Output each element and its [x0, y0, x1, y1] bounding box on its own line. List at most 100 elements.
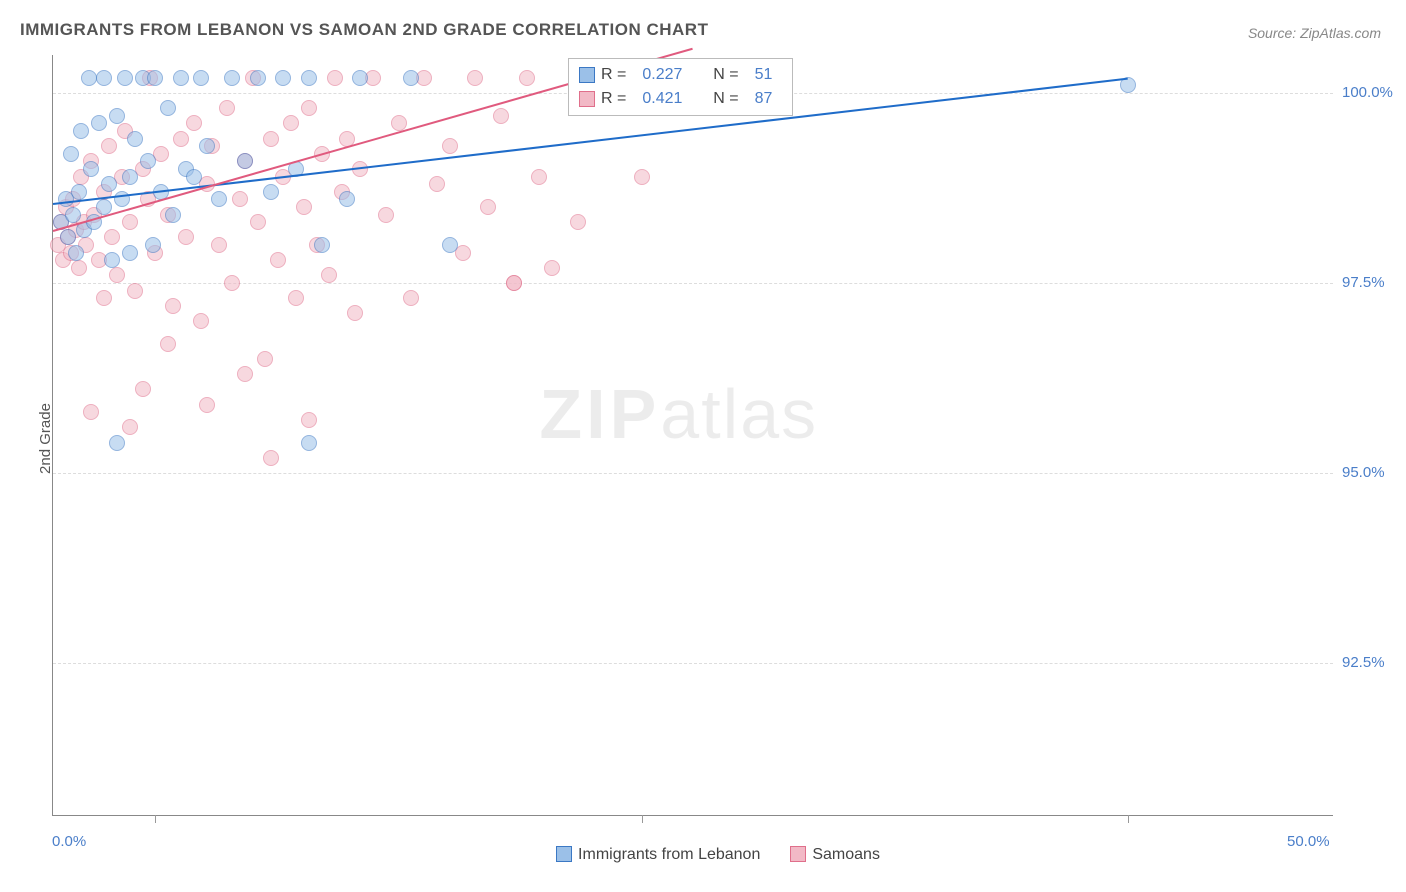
scatter-point	[173, 131, 189, 147]
chart-title: IMMIGRANTS FROM LEBANON VS SAMOAN 2ND GR…	[20, 20, 708, 40]
scatter-point	[165, 207, 181, 223]
y-axis-label: 2nd Grade	[37, 403, 54, 474]
xtick	[1128, 815, 1129, 823]
scatter-point	[224, 275, 240, 291]
chart-source: Source: ZipAtlas.com	[1248, 25, 1381, 41]
scatter-point	[199, 138, 215, 154]
ytick-label: 92.5%	[1342, 654, 1385, 671]
scatter-point	[60, 229, 76, 245]
legend-label: Immigrants from Lebanon	[578, 846, 760, 863]
ytick-label: 95.0%	[1342, 464, 1385, 481]
legend-swatch	[556, 846, 572, 862]
scatter-point	[127, 283, 143, 299]
ytick-label: 97.5%	[1342, 274, 1385, 291]
scatter-point	[117, 70, 133, 86]
scatter-point	[147, 70, 163, 86]
scatter-point	[135, 381, 151, 397]
scatter-point	[263, 450, 279, 466]
scatter-point	[442, 237, 458, 253]
scatter-point	[211, 191, 227, 207]
scatter-point	[327, 70, 343, 86]
scatter-point	[122, 419, 138, 435]
scatter-point	[270, 252, 286, 268]
scatter-point	[63, 146, 79, 162]
scatter-point	[193, 70, 209, 86]
scatter-point	[81, 70, 97, 86]
scatter-point	[104, 229, 120, 245]
scatter-point	[83, 161, 99, 177]
scatter-point	[531, 169, 547, 185]
scatter-point	[301, 412, 317, 428]
chart-container: IMMIGRANTS FROM LEBANON VS SAMOAN 2ND GR…	[0, 0, 1406, 892]
scatter-point	[71, 260, 87, 276]
xtick	[642, 815, 643, 823]
gridline	[53, 473, 1333, 474]
scatter-point	[570, 214, 586, 230]
scatter-point	[109, 435, 125, 451]
scatter-point	[211, 237, 227, 253]
scatter-point	[127, 131, 143, 147]
scatter-point	[288, 290, 304, 306]
scatter-point	[263, 184, 279, 200]
stats-box: R =0.227 N =51R =0.421 N =87	[568, 58, 793, 116]
scatter-point	[186, 169, 202, 185]
scatter-point	[263, 131, 279, 147]
scatter-point	[237, 153, 253, 169]
scatter-point	[71, 184, 87, 200]
scatter-point	[101, 176, 117, 192]
scatter-point	[186, 115, 202, 131]
scatter-point	[301, 435, 317, 451]
scatter-point	[378, 207, 394, 223]
scatter-point	[283, 115, 299, 131]
legend-swatch	[579, 67, 595, 83]
scatter-point	[403, 290, 419, 306]
scatter-point	[104, 252, 120, 268]
scatter-point	[68, 245, 84, 261]
scatter-point	[122, 214, 138, 230]
scatter-point	[250, 70, 266, 86]
scatter-point	[73, 123, 89, 139]
plot-area: ZIPatlas	[52, 55, 1333, 816]
scatter-point	[160, 336, 176, 352]
scatter-point	[224, 70, 240, 86]
scatter-point	[237, 366, 253, 382]
scatter-point	[178, 229, 194, 245]
scatter-point	[173, 70, 189, 86]
legend-swatch	[579, 91, 595, 107]
scatter-point	[257, 351, 273, 367]
scatter-point	[250, 214, 266, 230]
scatter-point	[91, 115, 107, 131]
legend-swatch	[790, 846, 806, 862]
scatter-point	[480, 199, 496, 215]
scatter-point	[634, 169, 650, 185]
xtick-label: 0.0%	[52, 833, 86, 850]
scatter-point	[301, 100, 317, 116]
scatter-point	[109, 108, 125, 124]
scatter-point	[519, 70, 535, 86]
scatter-point	[321, 267, 337, 283]
scatter-point	[442, 138, 458, 154]
scatter-point	[219, 100, 235, 116]
scatter-point	[96, 290, 112, 306]
watermark: ZIPatlas	[539, 374, 818, 454]
scatter-point	[339, 191, 355, 207]
scatter-point	[122, 169, 138, 185]
scatter-point	[65, 207, 81, 223]
scatter-point	[403, 70, 419, 86]
scatter-point	[140, 153, 156, 169]
scatter-point	[296, 199, 312, 215]
legend-label: Samoans	[812, 846, 880, 863]
scatter-point	[347, 305, 363, 321]
scatter-point	[467, 70, 483, 86]
scatter-point	[122, 245, 138, 261]
scatter-point	[199, 397, 215, 413]
scatter-point	[275, 70, 291, 86]
scatter-point	[193, 313, 209, 329]
scatter-point	[429, 176, 445, 192]
scatter-point	[160, 100, 176, 116]
scatter-point	[544, 260, 560, 276]
xtick-label: 50.0%	[1287, 833, 1330, 850]
ytick-label: 100.0%	[1342, 84, 1393, 101]
scatter-point	[165, 298, 181, 314]
scatter-point	[352, 70, 368, 86]
